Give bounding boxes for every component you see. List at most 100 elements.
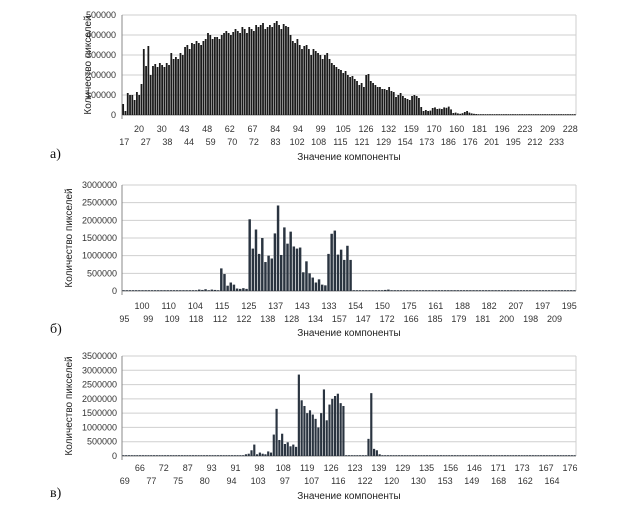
chart3-bar	[141, 455, 144, 456]
chart2-bar	[563, 290, 567, 291]
chart3-bar	[439, 455, 442, 456]
chart2-x-tick-label: 143	[295, 301, 310, 311]
chart3-bar	[384, 455, 387, 456]
chart1-bar	[502, 114, 505, 115]
chart2-x-tick-label: 147	[356, 314, 371, 324]
chart1-bar	[541, 114, 544, 115]
chart1-bar	[207, 33, 209, 115]
chart2-x-tick-label: 207	[508, 301, 523, 311]
chart3-bar	[303, 406, 306, 456]
chart1-bar	[518, 114, 521, 115]
chart2-bar	[475, 290, 478, 291]
chart1-bar	[333, 65, 335, 115]
chart1-panel-label: а)	[50, 147, 61, 162]
chart3-bar	[409, 455, 412, 456]
chart1-x-tick-label: 83	[270, 137, 280, 147]
chart1-bar	[305, 45, 308, 115]
chart1-bar	[285, 26, 287, 115]
chart1-x-tick-label: 223	[517, 124, 532, 134]
chart2-x-tick-label: 161	[428, 301, 443, 311]
chart2-bar	[336, 254, 340, 291]
chart3-bar	[258, 452, 261, 456]
chart3-bar	[225, 455, 228, 456]
chart1-bar	[553, 114, 556, 115]
chart3-bar	[345, 455, 348, 456]
chart1-bar	[475, 114, 478, 115]
chart3-x-tick-label: 162	[518, 476, 533, 486]
chart3-x-tick-label: 135	[419, 463, 434, 473]
chart1-x-tick-label: 102	[290, 137, 305, 147]
chart1-bar	[271, 27, 274, 115]
chart2-y-tick-label: 1000000	[82, 251, 117, 261]
chart3-bar	[372, 448, 376, 456]
chart3-y-tick-label: 3000000	[82, 365, 117, 375]
chart3-bar	[392, 455, 395, 456]
chart2-bar	[179, 290, 182, 291]
chart1-bar	[399, 93, 402, 115]
chart3-bar	[445, 455, 448, 456]
chart1-x-tick-label: 105	[336, 124, 351, 134]
chart1-bar	[493, 114, 496, 115]
chart3-bar	[406, 455, 409, 456]
chart3-y-tick-label: 3500000	[82, 351, 117, 361]
chart1-bar	[530, 114, 533, 115]
chart3-bar	[233, 455, 236, 456]
chart3-bar	[203, 455, 206, 456]
chart2-x-tick-label: 157	[332, 314, 347, 324]
chart1-bar	[404, 98, 407, 115]
chart1-bar	[243, 29, 246, 115]
chart1-bar	[406, 99, 409, 115]
chart2-bar	[437, 290, 441, 291]
chart2-bar	[358, 290, 362, 291]
chart2-bar	[566, 290, 570, 291]
chart2-bar	[469, 290, 472, 291]
chart1-bar	[312, 49, 315, 115]
chart1-bar	[259, 25, 262, 115]
chart2-bar	[242, 288, 245, 291]
chart1-bar	[161, 65, 164, 115]
chart1-bar	[544, 114, 546, 115]
chart1-bar	[470, 113, 473, 115]
chart2-bar	[213, 289, 217, 291]
chart2-bar	[488, 290, 491, 291]
chart1-bar	[152, 66, 154, 115]
chart1-bar	[211, 39, 214, 115]
chart3-bar	[534, 455, 537, 456]
chart2-bar	[163, 290, 166, 291]
chart1-bar	[303, 46, 306, 115]
chart1-bar	[397, 95, 400, 115]
chart1-bar	[262, 23, 264, 115]
chart3-bar	[208, 455, 211, 456]
chart3-bar	[450, 455, 454, 456]
chart3-bar	[515, 455, 518, 456]
chart2-x-tick-label: 179	[451, 314, 466, 324]
chart3-x-tick-label: 176	[562, 463, 577, 473]
chart2-bar	[270, 258, 273, 291]
chart1-bar	[443, 107, 446, 115]
chart2-bar	[355, 290, 359, 291]
chart2-bar	[172, 290, 176, 291]
chart2-bar	[216, 290, 220, 291]
chart2-bar	[538, 290, 541, 291]
chart1-bar	[459, 113, 462, 115]
chart3-bar	[462, 455, 465, 456]
chart2-bar	[144, 290, 147, 291]
chart2-bar	[349, 259, 352, 291]
chart1-bar	[122, 104, 125, 115]
chart3-bar	[562, 455, 565, 456]
chart3-bar	[545, 455, 548, 456]
chart2-bar	[551, 290, 554, 291]
chart3-x-tick-label: 107	[304, 476, 319, 486]
chart3-bar	[456, 455, 459, 456]
chart3-bar	[476, 455, 479, 456]
chart2-bar	[368, 290, 371, 291]
chart3-bar	[347, 455, 351, 456]
chart2-bar	[223, 274, 226, 291]
chart1-bar	[537, 114, 540, 115]
chart1-bar	[218, 39, 221, 115]
chart3-bar	[551, 455, 554, 456]
chart3-bar	[328, 404, 331, 456]
chart2-bar	[352, 290, 355, 291]
chart1-bar	[498, 114, 501, 115]
chart3-y-tick-label: 1000000	[82, 422, 117, 432]
